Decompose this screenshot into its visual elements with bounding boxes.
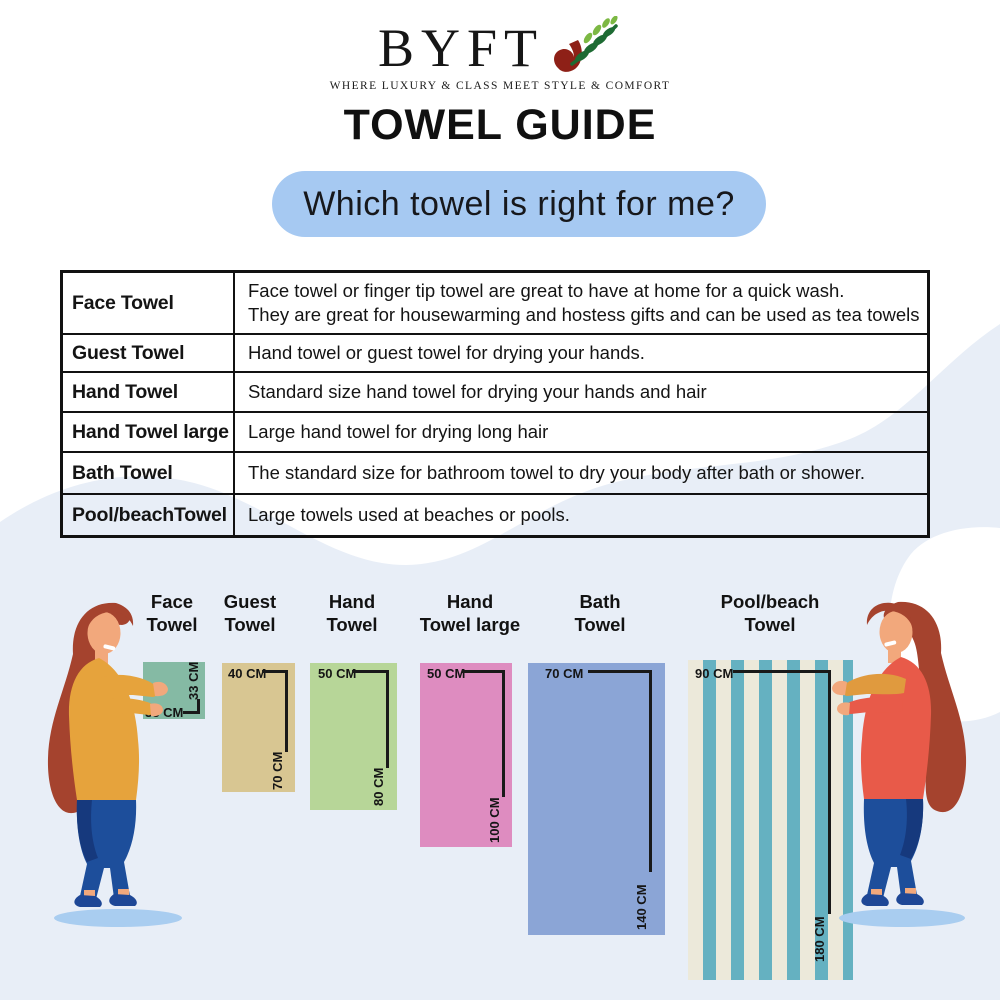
dimension-line bbox=[588, 670, 652, 673]
guest-towel-height-label: 70 CM bbox=[270, 751, 285, 790]
dimension-line bbox=[462, 670, 505, 673]
table-term: Hand Towel large bbox=[63, 411, 235, 451]
table-definition: Large towels used at beaches or pools. bbox=[235, 493, 927, 535]
pool-beach-towel-swatch bbox=[688, 660, 853, 980]
definition-line: Hand towel or guest towel for drying you… bbox=[248, 341, 645, 363]
page-title: TOWEL GUIDE bbox=[343, 101, 657, 149]
dimension-line bbox=[386, 670, 389, 768]
question-text: Which towel is right for me? bbox=[303, 184, 735, 223]
dimension-line bbox=[197, 699, 200, 713]
towel-definition-table: Face Towel Face towel or finger tip towe… bbox=[60, 270, 930, 538]
label-face-towel: Face Towel bbox=[146, 591, 198, 635]
definition-line: The standard size for bathroom towel to … bbox=[248, 461, 865, 483]
dimension-line bbox=[649, 670, 652, 872]
table-definition: Standard size hand towel for drying your… bbox=[235, 371, 927, 411]
definition-line: Large towels used at beaches or pools. bbox=[248, 503, 570, 525]
left-woman-illustration bbox=[47, 602, 182, 927]
hand-towel-large-width-label: 50 CM bbox=[427, 666, 466, 681]
pool-beach-towel-width-label: 90 CM bbox=[695, 666, 734, 681]
label-bath-towel: Bath Towel bbox=[574, 591, 626, 635]
table-definition: Hand towel or guest towel for drying you… bbox=[235, 333, 927, 371]
hand-towel-width-label: 50 CM bbox=[318, 666, 357, 681]
label-pool-beach-towel: Pool/beach Towel bbox=[720, 591, 820, 635]
dimension-line bbox=[285, 670, 288, 752]
dimension-line bbox=[502, 670, 505, 797]
brand-logo: BYFT bbox=[0, 16, 1000, 80]
guest-towel-swatch bbox=[222, 663, 295, 792]
right-woman-illustration bbox=[832, 601, 967, 927]
hand-towel-large-height-label: 100 CM bbox=[487, 797, 502, 843]
dimension-line bbox=[183, 711, 200, 714]
definition-line: Large hand towel for drying long hair bbox=[248, 420, 549, 442]
dimension-line bbox=[262, 670, 288, 673]
dimension-line bbox=[733, 670, 831, 673]
table-term: Pool/beachTowel bbox=[63, 493, 235, 535]
table-term: Face Towel bbox=[63, 273, 235, 333]
question-banner: Which towel is right for me? bbox=[272, 171, 766, 237]
definition-line: Face towel or finger tip towel are great… bbox=[248, 279, 845, 301]
label-hand-towel: Hand Towel bbox=[326, 591, 378, 635]
guest-towel-width-label: 40 CM bbox=[228, 666, 267, 681]
bath-towel-swatch bbox=[528, 663, 665, 935]
dimension-line bbox=[352, 670, 389, 673]
definition-line: Standard size hand towel for drying your… bbox=[248, 380, 707, 402]
leaf-logo-icon bbox=[554, 16, 618, 72]
dimension-line bbox=[828, 670, 831, 914]
table-term: Guest Towel bbox=[63, 333, 235, 371]
hand-towel-height-label: 80 CM bbox=[371, 767, 386, 806]
bath-towel-height-label: 140 CM bbox=[634, 884, 649, 930]
label-hand-towel-large: Hand Towel large bbox=[419, 591, 521, 635]
table-definition: Face towel or finger tip towel are great… bbox=[235, 273, 927, 333]
bath-towel-width-label: 70 CM bbox=[545, 666, 584, 681]
hand-towel-swatch bbox=[310, 663, 397, 810]
table-definition: Large hand towel for drying long hair bbox=[235, 411, 927, 451]
table-definition: The standard size for bathroom towel to … bbox=[235, 451, 927, 493]
table-term: Bath Towel bbox=[63, 451, 235, 493]
definition-line: They are great for housewarming and host… bbox=[248, 304, 920, 325]
hand-towel-large-swatch bbox=[420, 663, 512, 847]
label-guest-towel: Guest Towel bbox=[223, 591, 277, 635]
brand-tagline: WHERE LUXURY & CLASS MEET STYLE & COMFOR… bbox=[329, 80, 671, 92]
brand-name: BYFT bbox=[377, 18, 545, 78]
table-term: Hand Towel bbox=[63, 371, 235, 411]
